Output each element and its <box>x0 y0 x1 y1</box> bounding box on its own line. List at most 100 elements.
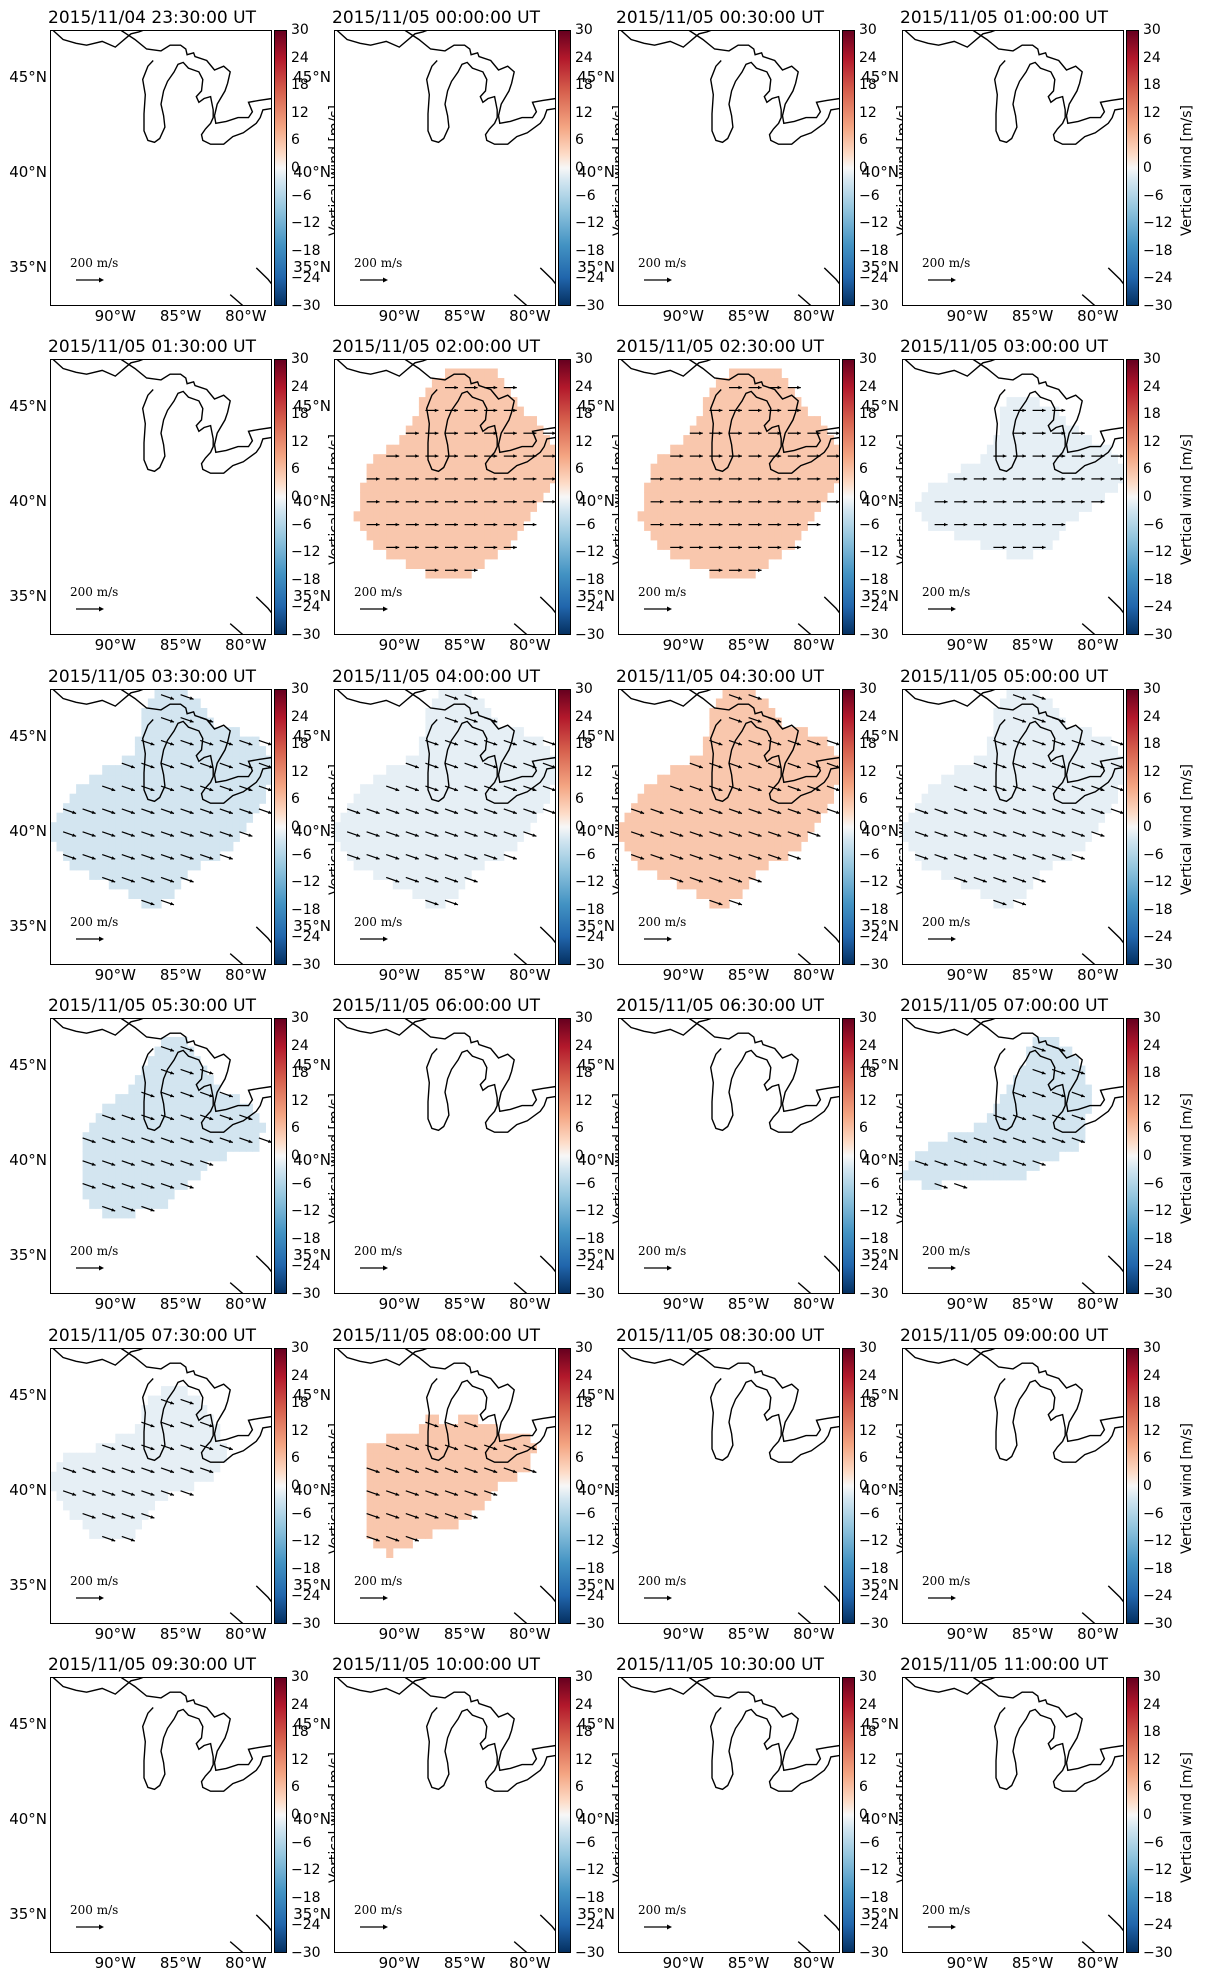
wind-cell <box>399 501 407 512</box>
wind-cell <box>794 501 802 512</box>
wind-cell <box>696 492 704 503</box>
wind-cell <box>477 558 485 569</box>
wind-cell <box>794 831 802 842</box>
wind-cell <box>451 860 459 871</box>
wind-cell <box>516 812 524 823</box>
wind-cell <box>379 831 387 842</box>
wind-arrowhead <box>552 454 556 458</box>
wind-cell <box>1065 511 1073 522</box>
wind-cell <box>200 1151 208 1162</box>
map-axes <box>50 689 272 965</box>
wind-cell <box>418 860 426 871</box>
wind-cell <box>193 803 201 814</box>
wind-cell <box>1104 765 1112 776</box>
wind-cell <box>477 812 485 823</box>
wind-arrowhead <box>738 568 742 572</box>
wind-cell <box>174 689 182 700</box>
wind-cell <box>484 822 492 833</box>
wind-cell <box>82 841 90 852</box>
wind-cell <box>826 774 834 785</box>
wind-cell <box>471 444 479 455</box>
colorbar <box>558 30 571 306</box>
wind-cell <box>1026 520 1034 531</box>
wind-cell <box>1019 549 1027 560</box>
coastline <box>539 926 556 945</box>
wind-cell <box>95 784 103 795</box>
wind-arrowhead <box>111 1162 116 1166</box>
wind-arrowhead <box>493 522 498 527</box>
wind-arrowhead <box>189 1139 194 1143</box>
wind-cell <box>657 784 665 795</box>
wind-cell <box>147 850 155 861</box>
reference-vector-label: 200 m/s <box>638 256 687 270</box>
wind-arrowhead <box>228 833 233 837</box>
wind-arrowhead <box>91 810 96 814</box>
wind-cell <box>722 831 730 842</box>
wind-arrowhead <box>796 810 801 814</box>
wind-cell <box>108 765 116 776</box>
colorbar-tick: 0 <box>1143 160 1152 176</box>
wind-cell <box>820 463 828 474</box>
wind-cell <box>252 803 260 814</box>
wind-cell <box>980 755 988 766</box>
colorbar-tick: −6 <box>859 1175 880 1192</box>
wind-cell <box>386 860 394 871</box>
coastline <box>404 689 556 784</box>
wind-cell <box>1006 435 1014 446</box>
coastline <box>1107 596 1124 615</box>
wind-cell <box>1026 774 1034 785</box>
wind-cell <box>63 822 71 833</box>
wind-cell <box>200 755 208 766</box>
wind-cell <box>1065 746 1073 757</box>
wind-arrowhead <box>718 545 723 550</box>
wind-cell <box>445 793 453 804</box>
wind-cell <box>1006 1160 1014 1171</box>
wind-cell <box>729 482 737 493</box>
coastline <box>141 1048 272 1133</box>
wind-cell <box>516 511 524 522</box>
longitude-label: 85°W <box>1011 307 1054 325</box>
wind-cell <box>373 841 381 852</box>
wind-cell <box>663 501 671 512</box>
wind-cell <box>813 803 821 814</box>
wind-cell <box>781 539 789 550</box>
wind-cell <box>206 1132 214 1143</box>
map-frame <box>618 1018 840 1294</box>
wind-cell <box>1058 793 1066 804</box>
wind-cell <box>1006 511 1014 522</box>
wind-cell <box>1019 1160 1027 1171</box>
wind-cell <box>174 755 182 766</box>
wind-cell <box>696 803 704 814</box>
coastlines <box>52 359 272 635</box>
wind-cell <box>69 793 77 804</box>
wind-cell <box>781 755 789 766</box>
wind-cell <box>1013 1075 1021 1086</box>
wind-cell <box>128 822 136 833</box>
wind-arrowhead <box>395 810 400 814</box>
wind-arrowhead <box>170 719 174 723</box>
wind-arrowhead <box>924 810 929 814</box>
wind-arrowhead <box>679 879 684 883</box>
wind-cell <box>807 822 815 833</box>
wind-cell <box>1032 869 1040 880</box>
wind-cell <box>245 1132 253 1143</box>
colorbar-tick: 30 <box>575 351 593 367</box>
wind-cell <box>95 1160 103 1171</box>
wind-arrowhead <box>91 1139 96 1143</box>
wind-arrowhead <box>1042 500 1046 504</box>
colorbar-tick: 6 <box>859 791 868 808</box>
wind-cell <box>807 492 815 503</box>
wind-cell <box>954 520 962 531</box>
wind-cell <box>438 746 446 757</box>
wind-cell <box>95 1198 103 1209</box>
wind-arrowhead <box>552 500 556 504</box>
wind-cell <box>928 1160 936 1171</box>
wind-cell <box>696 765 704 776</box>
wind-arrowhead <box>228 856 233 860</box>
wind-cell <box>458 511 466 522</box>
wind-cell <box>121 1151 129 1162</box>
wind-cell <box>154 1132 162 1143</box>
wind-cell <box>973 520 981 531</box>
wind-cell <box>451 454 459 465</box>
wind-arrowhead <box>170 1116 174 1121</box>
